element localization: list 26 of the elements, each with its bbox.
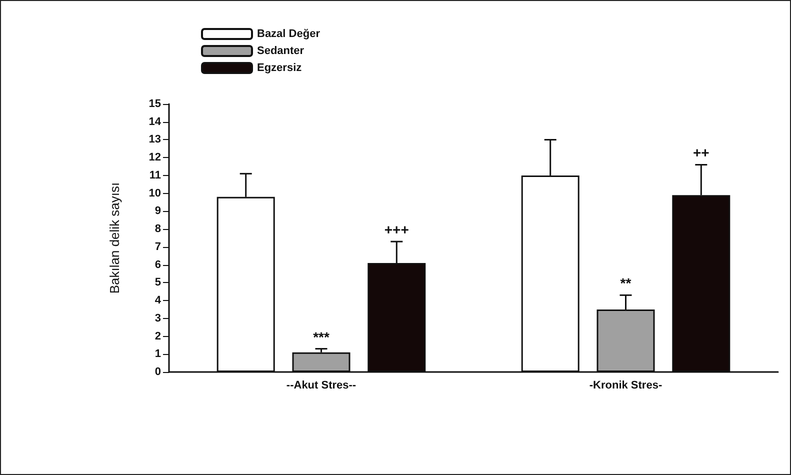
annotation: +++ (384, 222, 409, 238)
legend-label: Bazal Değer (257, 28, 321, 40)
y-tick-label: 11 (149, 169, 161, 182)
y-tick-label: 9 (154, 205, 161, 218)
y-tick-label: 3 (154, 312, 161, 324)
legend-label: Egzersiz (257, 62, 302, 74)
legend-label: Sedanter (257, 45, 305, 57)
y-tick-label: 13 (148, 134, 161, 146)
y-tick-label: 5 (154, 276, 161, 289)
x-tick-label: --Akut Stres-- (286, 380, 356, 392)
y-tick-label: 7 (154, 240, 161, 253)
y-tick-label: 0 (154, 366, 161, 378)
annotation: *** (313, 328, 330, 345)
y-tick-label: 15 (148, 98, 161, 110)
annotation: ++ (692, 144, 710, 161)
y-tick-label: 4 (154, 294, 162, 307)
y-tick-label: 14 (148, 116, 162, 128)
annotation: ** (620, 275, 632, 292)
y-tick-label: 2 (154, 330, 161, 342)
y-axis-title: Bakılan delik sayısı (107, 182, 122, 294)
x-tick-label: -Kronik Stres- (589, 380, 662, 392)
y-tick-label: 12 (148, 152, 161, 164)
y-tick-label: 8 (154, 223, 161, 236)
y-tick-label: 1 (154, 348, 161, 360)
y-tick-label: 6 (154, 258, 161, 271)
y-tick-label: 10 (148, 187, 161, 200)
